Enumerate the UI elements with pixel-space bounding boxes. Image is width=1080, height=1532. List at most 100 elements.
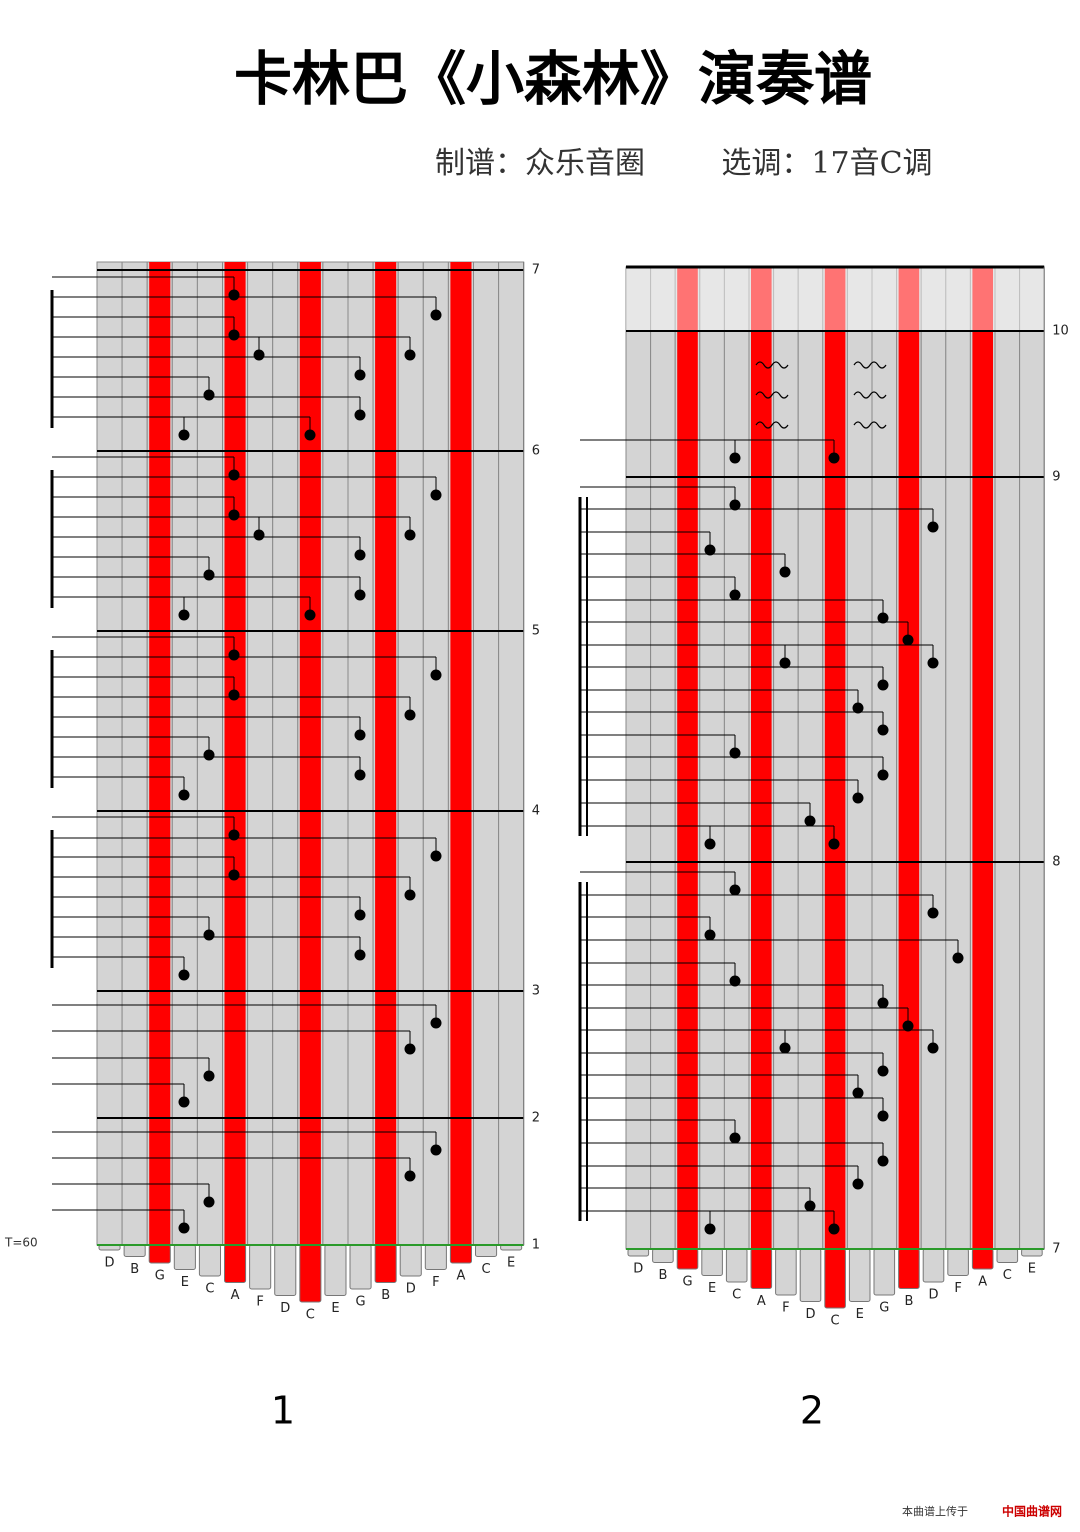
note [704,929,716,941]
note [704,1223,716,1235]
key-label: D [805,1307,815,1322]
tremolo [755,421,789,429]
footer-upload: 本曲谱上传于 [902,1504,968,1518]
note [729,975,741,987]
note [203,1196,215,1208]
column [650,266,676,1250]
note [828,838,840,850]
tine [123,1244,146,1257]
tremolo [853,421,887,429]
tremolo [853,391,887,399]
tine [299,1244,322,1303]
note [704,838,716,850]
measure-number: 8 [1052,855,1060,870]
note [828,1223,840,1235]
measure-number: 1 [532,1238,540,1253]
tine [324,1244,347,1296]
key-label: E [1028,1262,1036,1277]
key-label: G [155,1269,165,1284]
note [729,452,741,464]
tremolo [853,361,887,369]
note [304,429,316,441]
tine [676,1248,699,1270]
tine [424,1244,447,1270]
note [902,634,914,646]
column [994,266,1021,1250]
measure-number: 5 [532,624,540,639]
note [203,1070,215,1082]
column [322,261,349,1246]
red-column [299,262,321,1245]
column [347,261,374,1246]
note [729,499,741,511]
note [430,1017,442,1029]
key-label: C [205,1282,214,1297]
key-label: C [732,1288,741,1303]
note [354,769,366,781]
key-label: E [856,1307,864,1322]
column [699,266,725,1250]
tine [627,1248,650,1257]
tine [198,1244,221,1277]
key-label: B [130,1262,139,1277]
column [920,266,947,1250]
key-label: E [507,1256,515,1271]
note [902,1020,914,1032]
key-label: C [306,1308,315,1323]
tine [873,1248,896,1296]
key-label: E [331,1301,339,1316]
key-label: G [682,1275,692,1290]
note [927,907,939,919]
key-label: E [181,1275,189,1290]
note [877,679,889,691]
red-column [677,267,698,1249]
note [404,709,416,721]
key-label: G [356,1295,366,1310]
column [272,261,299,1246]
tine [848,1248,871,1302]
key-label: D [105,1256,115,1271]
tine [449,1244,472,1264]
key-label: B [381,1288,390,1303]
tine [349,1244,372,1290]
note [430,1144,442,1156]
note [178,609,190,621]
note [729,747,741,759]
note [852,702,864,714]
note [779,1042,791,1054]
note [203,929,215,941]
column [171,261,198,1246]
red-column [972,267,993,1249]
key-label: E [708,1281,716,1296]
measure-number: 6 [532,444,540,459]
note [877,724,889,736]
header-band [626,267,1045,331]
tine [947,1248,969,1276]
column [1019,266,1045,1250]
tine [824,1248,846,1309]
column [773,266,799,1250]
tine [922,1248,945,1283]
tine [173,1244,196,1270]
note [404,1043,416,1055]
red-column [898,267,920,1249]
note [178,1096,190,1108]
tine [971,1248,994,1270]
column [247,261,274,1246]
measure-number: 9 [1052,470,1060,485]
column [625,266,652,1250]
note [927,657,939,669]
note [729,589,741,601]
key-label: D [406,1282,416,1297]
note [354,369,366,381]
note [729,1132,741,1144]
measure-number: 2 [532,1111,540,1126]
note [203,389,215,401]
key-label: A [978,1275,987,1290]
note [404,529,416,541]
tremolo [755,361,789,369]
note [228,509,240,521]
key-label: G [879,1301,889,1316]
